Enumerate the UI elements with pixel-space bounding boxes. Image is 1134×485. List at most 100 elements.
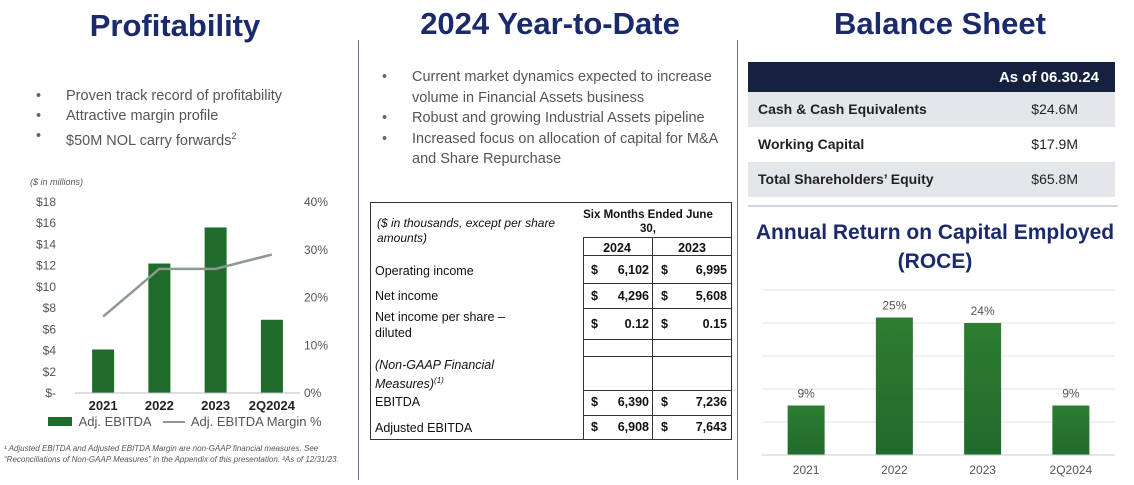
balance-sheet-title: Balance Sheet: [834, 6, 1046, 41]
y-tick-label: $8: [43, 301, 57, 315]
table-row: Cash & Cash Equivalents $24.6M: [748, 92, 1115, 127]
roce-bar: [1052, 405, 1090, 455]
y-tick-label: $14: [36, 237, 56, 251]
y-tick-label: $18: [36, 195, 56, 209]
footnote-marker: 2: [231, 131, 237, 141]
x-tick-label: 2023: [201, 398, 230, 413]
legend-line-label: Adj. EBITDA Margin %: [190, 414, 322, 430]
value-2024: 6,908: [617, 420, 649, 434]
footnote-marker: (1): [434, 376, 444, 385]
value-2024: 4,296: [617, 289, 649, 303]
bullet-item: Attractive margin profile: [36, 106, 356, 126]
roce-title-line2: (ROCE): [897, 250, 973, 273]
row-value: $65.8M: [1031, 171, 1078, 187]
as-of-date: As of 06.30.24: [998, 69, 1099, 86]
y2-tick-label: 20%: [304, 291, 328, 305]
balance-sheet-rule: [748, 205, 1118, 207]
ebitda-bar: [204, 227, 227, 393]
y-tick-label: $6: [43, 322, 57, 336]
row-label-non-gaap: (Non-GAAP Financial Measures)(1): [375, 358, 495, 392]
y-tick-label: $2: [43, 365, 57, 379]
profitability-bullets: Proven track record of profitability Att…: [36, 86, 356, 151]
currency-sign: $: [661, 289, 668, 303]
ebitda-legend: Adj. EBITDA Adj. EBITDA Margin %: [48, 413, 322, 429]
y-tick-label: $16: [36, 216, 56, 230]
data-label: 24%: [971, 304, 995, 318]
currency-sign: $: [591, 395, 598, 409]
table-header-period: Six Months Ended June 30,: [583, 209, 713, 235]
currency-sign: $: [591, 420, 598, 434]
roce-title: Annual Return on Capital Employed (ROCE): [745, 218, 1125, 276]
table-row: Total Shareholders’ Equity $65.8M: [748, 162, 1115, 197]
currency-sign: $: [661, 395, 668, 409]
data-label: 9%: [1062, 387, 1080, 401]
y2-tick-label: 10%: [304, 338, 328, 352]
data-label: 9%: [797, 387, 815, 401]
currency-sign: $: [591, 289, 598, 303]
row-label-operating-income: Operating income: [375, 264, 474, 278]
y-tick-label: $12: [36, 259, 56, 273]
legend-bar-swatch: [48, 417, 72, 427]
row-label-ebitda: EBITDA: [375, 395, 421, 409]
value-2023: 0.15: [702, 317, 727, 331]
bullet-item: Increased focus on allocation of capital…: [382, 129, 732, 170]
footnote: ¹ Adjusted EBITDA and Adjusted EBITDA Ma…: [4, 444, 339, 464]
legend-bar-label: Adj. EBITDA: [78, 414, 152, 430]
y-tick-label: $4: [43, 344, 57, 358]
bullet-item: Proven track record of profitability: [36, 86, 356, 106]
value-2024: 6,102: [617, 263, 649, 277]
row-value: $24.6M: [1031, 101, 1078, 117]
col-header-2023: 2023: [678, 241, 706, 255]
row-value: $17.9M: [1031, 136, 1078, 152]
y2-tick-label: 0%: [304, 386, 322, 400]
x-tick-label: 2021: [793, 463, 820, 477]
row-label-eps: Net income per share – diluted: [375, 310, 505, 340]
bullet-item: Current market dynamics expected to incr…: [382, 67, 732, 108]
unit-note: ($ in millions): [30, 177, 83, 187]
x-tick-label: 2Q2024: [1050, 463, 1093, 477]
x-tick-label: 2023: [969, 463, 996, 477]
value-2023: 5,608: [695, 289, 727, 303]
table-row: Working Capital $17.9M: [748, 127, 1115, 162]
y-tick-label: $10: [36, 280, 56, 294]
row-label-net-income: Net income: [375, 289, 439, 303]
currency-sign: $: [591, 263, 598, 277]
balance-sheet-table: As of 06.30.24 Cash & Cash Equivalents $…: [748, 62, 1115, 197]
y2-tick-label: 30%: [304, 243, 328, 257]
ebitda-bar: [148, 263, 171, 393]
balance-sheet-header: As of 06.30.24: [748, 62, 1115, 92]
row-label: Total Shareholders’ Equity: [758, 171, 934, 187]
table-header-units: ($ in thousands, except per share amount…: [377, 216, 556, 245]
roce-title-line1: Annual Return on Capital Employed: [755, 221, 1115, 244]
divider-left: [358, 40, 359, 480]
currency-sign: $: [661, 263, 668, 277]
value-2023: 7,643: [695, 420, 727, 434]
roce-bar: [787, 405, 825, 455]
divider-right: [737, 40, 738, 480]
legend-line-swatch: [163, 420, 186, 423]
roce-bar: [964, 323, 1002, 455]
data-label: 25%: [882, 299, 906, 313]
x-tick-label: 2022: [145, 398, 174, 413]
ebitda-bar: [260, 319, 283, 393]
value-2023: 7,236: [695, 395, 727, 409]
y2-tick-label: 40%: [304, 195, 328, 209]
col-header-2024: 2024: [603, 241, 631, 255]
x-tick-label: 2022: [881, 463, 908, 477]
value-2023: 6,995: [695, 263, 727, 277]
bullet-item: Robust and growing Industrial Assets pip…: [382, 108, 732, 129]
ytd-bullets: Current market dynamics expected to incr…: [382, 67, 732, 170]
ebitda-bar: [92, 349, 115, 393]
y-tick-label: $-: [45, 386, 56, 400]
bullet-item: $50M NOL carry forwards2: [36, 126, 356, 151]
profitability-title: Profitability: [89, 8, 261, 43]
x-tick-label: 2021: [89, 398, 118, 413]
margin-line: [102, 253, 273, 318]
currency-sign: $: [591, 317, 598, 331]
value-2024: 0.12: [624, 317, 649, 331]
roce-bar: [875, 317, 913, 455]
row-label: Working Capital: [758, 136, 865, 152]
ytd-title: 2024 Year-to-Date: [420, 6, 680, 41]
x-tick-label: 2Q2024: [249, 398, 296, 413]
